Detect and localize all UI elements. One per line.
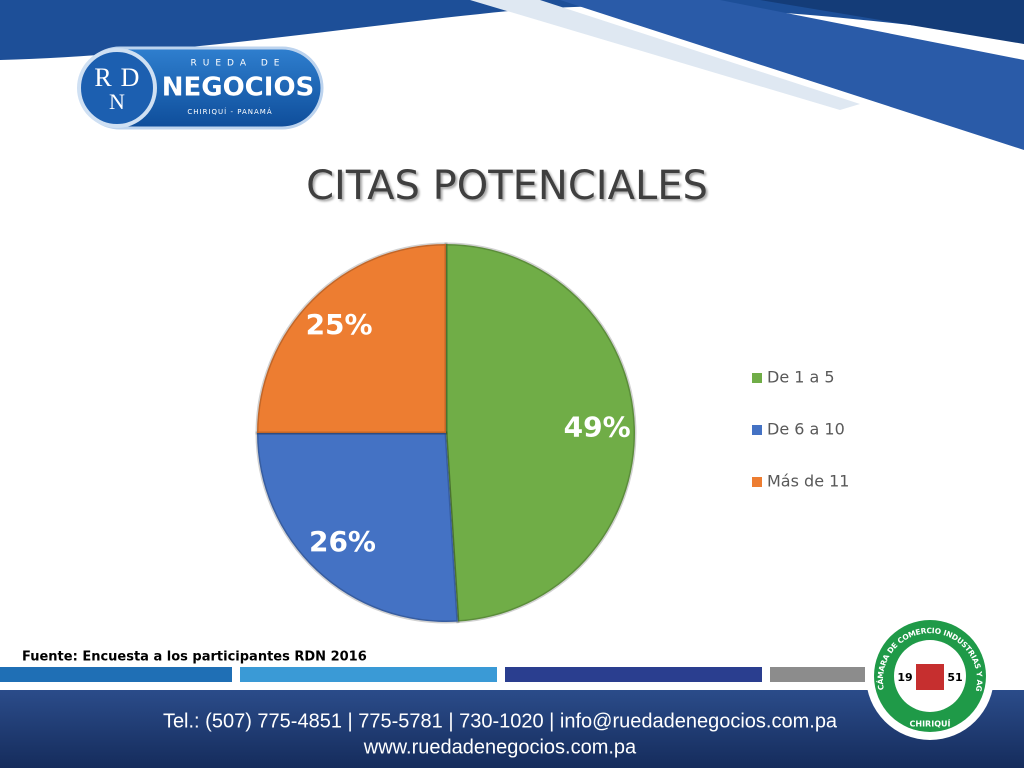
- data-label: 49%: [564, 410, 631, 443]
- logo-place: CHIRIQUÍ - PANAMÁ: [187, 107, 272, 116]
- pie-slice: [255, 242, 448, 435]
- pie-slice: [444, 242, 637, 624]
- legend-label: De 1 a 5: [767, 368, 835, 387]
- seal-year: 51: [947, 671, 962, 684]
- pie-slice: [255, 431, 460, 624]
- legend-label: Más de 11: [767, 472, 849, 491]
- data-label: 26%: [309, 525, 376, 558]
- chart-title: CITAS POTENCIALES: [306, 163, 708, 209]
- divider: [770, 667, 865, 682]
- legend-label: De 6 a 10: [767, 420, 845, 439]
- logo: R D N RUEDA DE NEGOCIOS CHIRIQUÍ - PANAM…: [77, 46, 324, 130]
- seal-year: 19: [897, 671, 912, 684]
- seal-bottom: CHIRIQUÍ: [910, 718, 951, 729]
- footer-band: [0, 690, 1024, 768]
- header-swoosh: [560, 0, 1024, 150]
- divider: [240, 667, 497, 682]
- legend-swatch: [752, 477, 762, 487]
- legend: De 1 a 5 De 6 a 10 Más de 11: [752, 368, 849, 491]
- divider: [0, 667, 232, 682]
- logo-letter: N: [109, 89, 125, 114]
- footer-web: www.ruedadenegocios.com.pa: [363, 736, 637, 758]
- divider: [505, 667, 762, 682]
- header-swoosh: [760, 0, 1024, 44]
- logo-name: NEGOCIOS: [162, 73, 315, 103]
- data-label: 25%: [306, 308, 373, 341]
- logo-top: RUEDA DE: [191, 59, 286, 69]
- logo-letter: D: [121, 63, 140, 92]
- pie: 49% 26% 25%: [255, 242, 637, 624]
- footer-contact: Tel.: (507) 775-4851 | 775-5781 | 730-10…: [163, 710, 838, 732]
- header-swoosh: [0, 0, 1024, 60]
- legend-swatch: [752, 425, 762, 435]
- legend-swatch: [752, 373, 762, 383]
- header-swoosh: [470, 0, 860, 110]
- source: Fuente: Encuesta a los participantes RDN…: [22, 650, 367, 665]
- logo-letter: R: [94, 63, 112, 92]
